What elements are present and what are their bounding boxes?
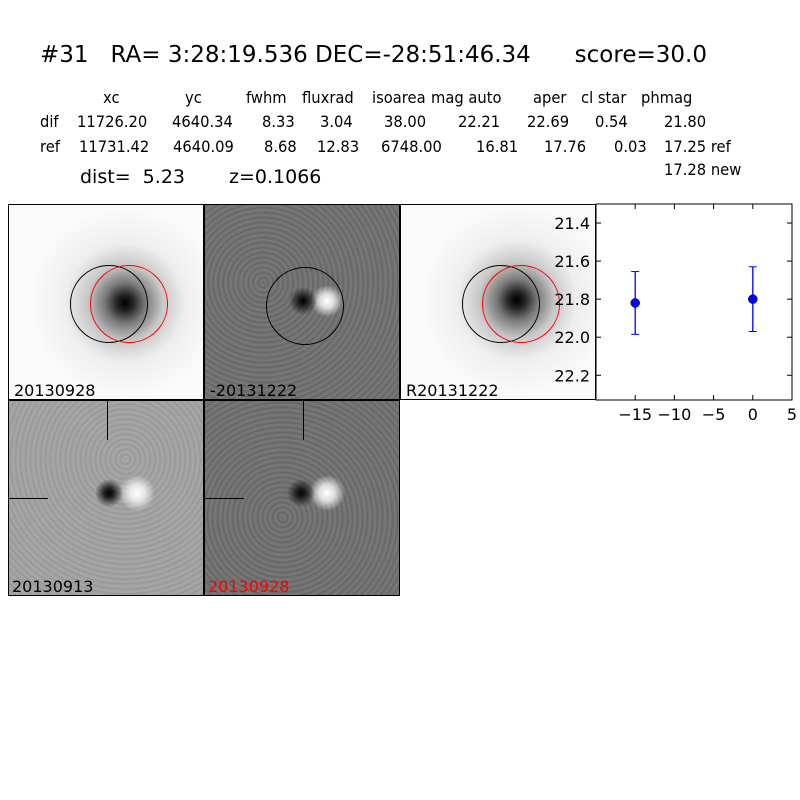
table-cell: 11731.42 (79, 137, 150, 156)
column-header: fwhm (246, 88, 287, 107)
table-cell: 38.00 (384, 112, 427, 131)
table-cell: 8.33 (262, 112, 295, 131)
y-tick-label: 21.4 (554, 214, 590, 233)
stamp-label: 20130913 (12, 577, 94, 596)
x-tick-label: −10 (658, 405, 692, 424)
aperture-circle-black (266, 267, 344, 345)
x-tick-label: −15 (618, 405, 652, 424)
stamp-reference: R20131222 (400, 204, 596, 400)
stamp-label: -20131222 (210, 381, 298, 400)
table-cell: 8.68 (264, 137, 297, 156)
x-tick-label: 0 (748, 405, 758, 424)
aperture-circle-red (90, 265, 168, 343)
plot-frame (595, 203, 793, 401)
row-label: ref (40, 137, 60, 156)
column-header: cl star (581, 88, 627, 107)
crosshair-horizontal (9, 498, 48, 499)
stamp-previous-1: 20130913 (8, 400, 204, 596)
y-tick-label: 21.6 (554, 252, 590, 271)
table-cell: 17.25 ref (664, 137, 731, 156)
table-cell: 22.69 (527, 112, 570, 131)
stamp-label: R20131222 (406, 381, 499, 400)
column-header: xc (103, 88, 120, 107)
x-tick-label: −5 (702, 405, 726, 424)
table-cell: 0.03 (614, 137, 647, 156)
table-cell: 16.81 (476, 137, 519, 156)
crosshair-vertical (107, 401, 108, 440)
redshift-value: z=0.1066 (229, 166, 322, 188)
column-header: phmag (641, 88, 693, 107)
table-cell: 6748.00 (381, 137, 442, 156)
table-cell: 12.83 (317, 137, 360, 156)
table-cell: 3.04 (320, 112, 353, 131)
dist-value: dist= 5.23 (80, 166, 185, 188)
stamp-new: 20130928 (8, 204, 204, 400)
crosshair-horizontal (205, 498, 244, 499)
row-label: dif (40, 112, 59, 131)
phmag-new: 17.28 new (664, 160, 742, 179)
crosshair-vertical (303, 401, 304, 440)
x-tick-label: 5 (787, 405, 797, 424)
table-cell: 0.54 (595, 112, 628, 131)
stamp-previous-2: 20130928 (204, 400, 400, 596)
column-header: isoarea (372, 88, 426, 107)
table-cell: 4640.09 (173, 137, 234, 156)
figure-title: #31 RA= 3:28:19.536 DEC=-28:51:46.34 sco… (40, 42, 707, 68)
stamp-difference: -20131222 (204, 204, 400, 400)
column-header: mag auto (431, 88, 502, 107)
stamp-label: 20130928 (208, 577, 290, 596)
data-point (748, 294, 758, 304)
y-tick-label: 22.0 (554, 328, 590, 347)
column-header: yc (185, 88, 202, 107)
table-cell: 17.76 (544, 137, 587, 156)
column-header: fluxrad (302, 88, 354, 107)
column-header: aper (533, 88, 567, 107)
table-cell: 11726.20 (77, 112, 148, 131)
table-cell: 21.80 (664, 112, 707, 131)
table-cell: 4640.34 (172, 112, 233, 131)
data-point (630, 298, 640, 308)
aperture-circle-red (482, 265, 560, 343)
stamp-label: 20130928 (14, 381, 96, 400)
y-tick-label: 22.2 (554, 366, 590, 385)
y-tick-label: 21.8 (554, 290, 590, 309)
table-cell: 22.21 (458, 112, 501, 131)
